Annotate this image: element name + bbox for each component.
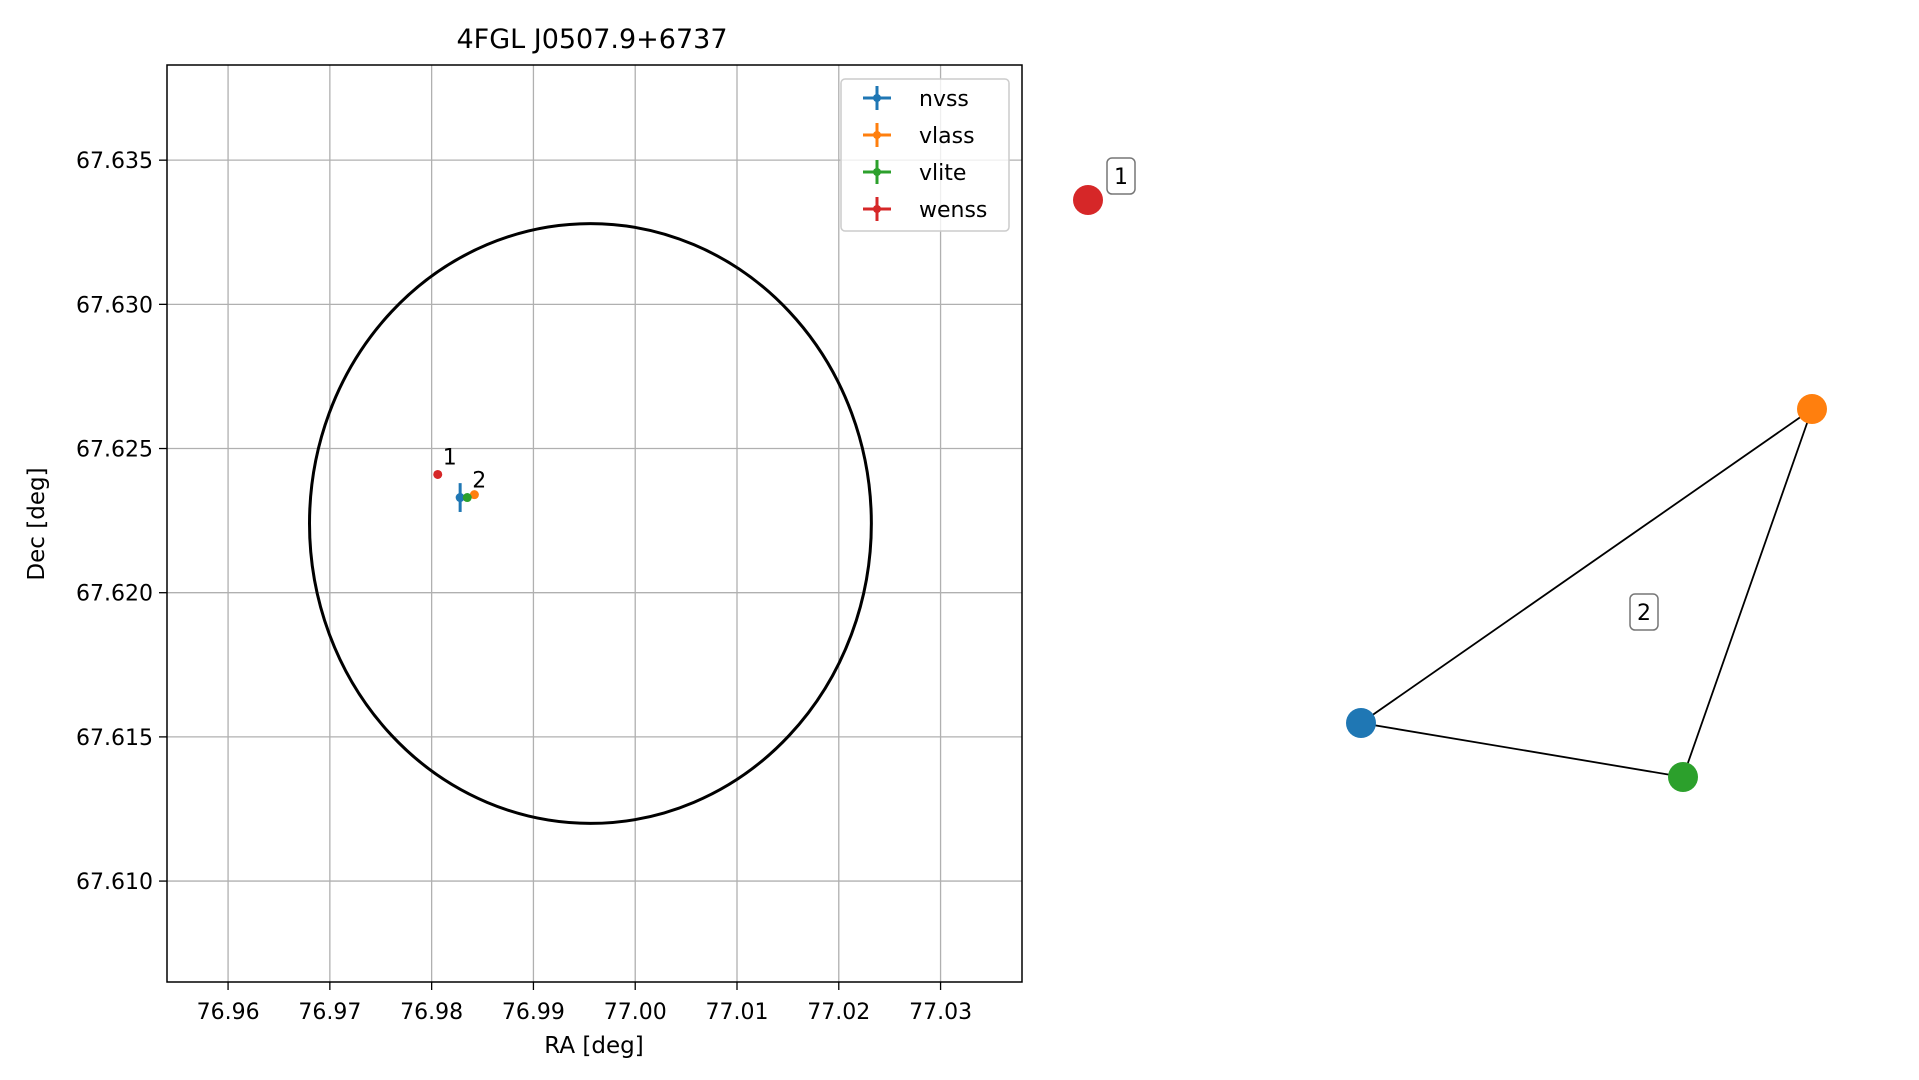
wenss-point <box>433 469 443 479</box>
nvss-point <box>455 493 465 503</box>
y-tick-label: 67.635 <box>76 149 153 174</box>
graph-label-text: 1 <box>1114 165 1128 190</box>
graph-edges <box>1360 408 1813 778</box>
x-axis-label: RA [deg] <box>544 1033 643 1059</box>
graph-node-vlass <box>1797 394 1827 424</box>
graph-edge <box>1360 408 1813 724</box>
x-tick-label: 77.02 <box>807 1000 870 1025</box>
ellipse-layer <box>308 222 873 825</box>
x-tick-label: 76.96 <box>197 1000 260 1025</box>
graph-node-wenss <box>1073 185 1103 215</box>
legend-label: wenss <box>919 198 987 223</box>
x-tick-label: 77.00 <box>604 1000 667 1025</box>
y-tick-label: 67.620 <box>76 582 153 607</box>
graph-node-nvss <box>1346 708 1376 738</box>
error-ellipse <box>308 222 873 825</box>
y-axis-ticks: 67.610 67.615 67.620 67.625 67.630 67.635 <box>76 149 167 895</box>
graph-edge <box>1360 722 1684 778</box>
graph-node-vlite <box>1668 762 1698 792</box>
annotation-label: 1 <box>443 445 457 470</box>
x-tick-label: 76.98 <box>400 1000 463 1025</box>
legend-label: nvss <box>919 87 969 112</box>
x-tick-label: 76.97 <box>298 1000 361 1025</box>
point-annotations: 12 <box>443 445 487 493</box>
graph-label-box <box>1629 593 1659 631</box>
graph-label-box <box>1106 157 1136 195</box>
chart-title: 4FGL J0507.9+6737 <box>456 24 727 55</box>
vlass-point <box>469 490 479 500</box>
vlite-point <box>462 493 472 503</box>
graph-label-text: 2 <box>1637 601 1651 626</box>
x-tick-label: 77.01 <box>706 1000 769 1025</box>
legend-label: vlass <box>919 124 975 149</box>
y-tick-label: 67.615 <box>76 726 153 751</box>
legend-marker-dot <box>873 94 881 102</box>
y-tick-label: 67.625 <box>76 438 153 463</box>
graph-panel: 12 <box>1073 157 1827 792</box>
legend-marker-dot <box>873 131 881 139</box>
y-tick-label: 67.630 <box>76 293 153 318</box>
graph-group-labels: 12 <box>1106 157 1659 631</box>
scatter-panel: 4FGL J0507.9+6737 12 76.96 76.97 76.98 76.9… <box>24 24 1023 1059</box>
legend: nvss vlass vlite wenss <box>840 78 1010 232</box>
legend-label: vlite <box>919 161 966 186</box>
graph-edge <box>1682 408 1813 778</box>
annotation-label: 2 <box>472 469 486 494</box>
y-tick-label: 67.610 <box>76 870 153 895</box>
axes-frame <box>166 64 1023 983</box>
y-axis-label: Dec [deg] <box>24 467 50 580</box>
legend-box <box>840 78 1010 232</box>
data-points <box>433 469 479 512</box>
legend-marker-dot <box>873 205 881 213</box>
legend-marker-dot <box>873 168 881 176</box>
x-tick-label: 76.99 <box>502 1000 565 1025</box>
x-axis-ticks: 76.96 76.97 76.98 76.99 77.00 77.01 77.02 77.03 <box>197 982 972 1025</box>
graph-nodes <box>1073 185 1827 792</box>
x-tick-label: 77.03 <box>909 1000 972 1025</box>
